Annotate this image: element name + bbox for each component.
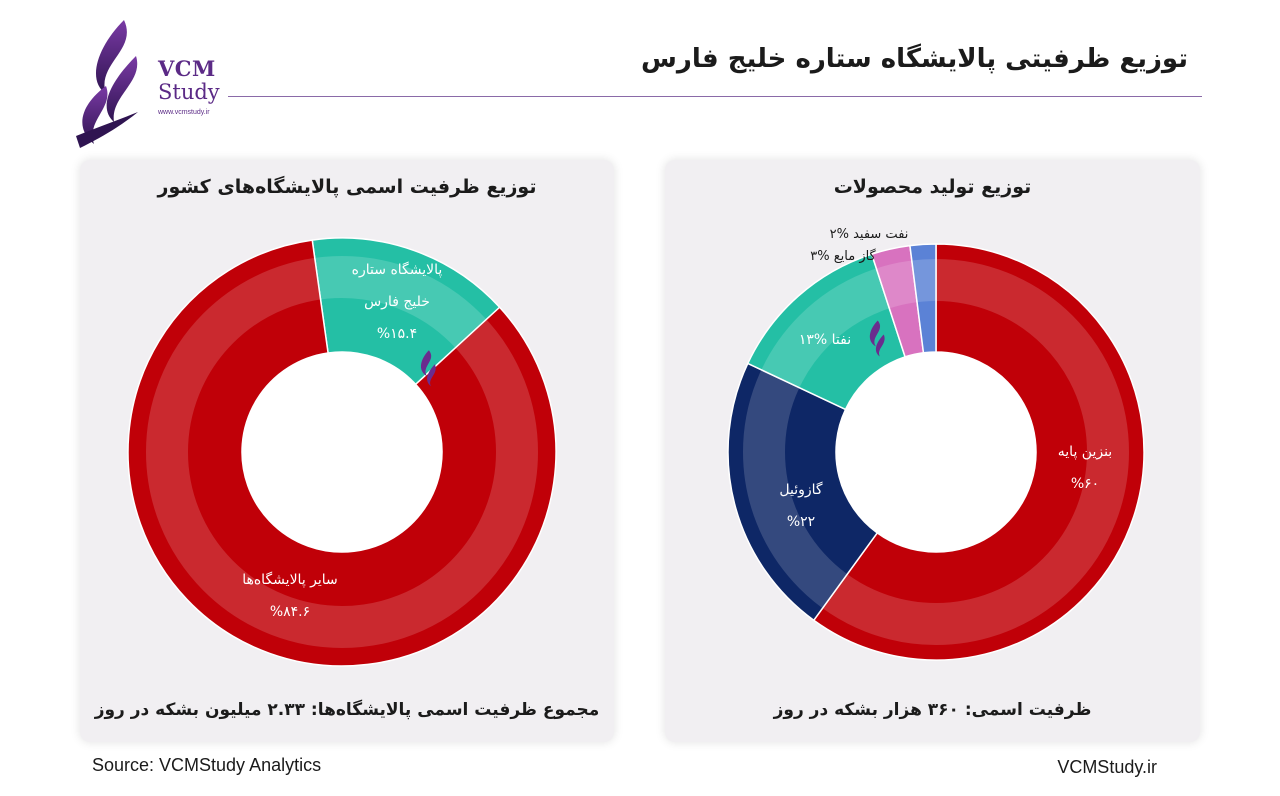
country-label-others: سایر پالایشگاه‌ها bbox=[242, 571, 338, 588]
source-text: Source: VCMStudy Analytics bbox=[92, 755, 322, 775]
country-capacity-footer: مجموع ظرفیت اسمی پالایشگاه‌ها: ۲.۳۳ میلی… bbox=[94, 700, 600, 720]
products-label-kerosene: نفت سفید %۲ bbox=[830, 227, 909, 242]
logo-name-second-line: Study bbox=[158, 80, 220, 104]
site-url: VCMStudy.ir bbox=[1057, 757, 1157, 777]
header-divider bbox=[228, 96, 1202, 97]
country-value-setareh: %۱۵.۴ bbox=[377, 326, 417, 342]
products-label-lpg: گاز مایع %۳ bbox=[810, 248, 876, 264]
products-label-naphtha: نفتا %۱۳ bbox=[799, 332, 851, 348]
country-label-setareh-line2: خلیج فارس bbox=[364, 294, 430, 310]
logo-url: www.vcmstudy.ir bbox=[158, 109, 210, 116]
country-label-setareh: پالایشگاه ستاره bbox=[352, 261, 443, 278]
flame-logo-icon bbox=[76, 20, 138, 148]
flame-watermark-icon bbox=[869, 320, 885, 357]
products-donut: بنزین پایه %۶۰ گازوئیل %۲۲ نفتا %۱۳ گاز مایع … bbox=[727, 227, 1145, 661]
products-title: توزیع تولید محصولات bbox=[833, 176, 1032, 198]
products-value-gasoline: %۶۰ bbox=[1071, 476, 1099, 492]
products-label-gasoline: بنزین پایه bbox=[1058, 444, 1112, 460]
products-hole bbox=[836, 352, 1036, 552]
products-label-gasoil: گازوئیل bbox=[779, 481, 823, 498]
products-inner-ring bbox=[743, 259, 1129, 645]
products-footer: ظرفیت اسمی: ۳۶۰ هزار بشکه در روز bbox=[773, 700, 1092, 720]
products-value-gasoil: %۲۲ bbox=[787, 514, 815, 530]
logo-name: VCM bbox=[158, 56, 216, 81]
country-inner-ring bbox=[146, 256, 538, 648]
products-panel: توزیع تولید محصولات بنزین پایه %۶۰ گازوئیل… bbox=[665, 160, 1200, 742]
country-capacity-title: توزیع ظرفیت اسمی پالایشگاه‌های کشور bbox=[157, 176, 537, 198]
page-title: توزیع ظرفیتی پالایشگاه ستاره خلیج فارس bbox=[641, 44, 1188, 74]
country-value-others: %۸۴.۶ bbox=[270, 604, 310, 620]
flame-watermark-icon bbox=[420, 350, 436, 387]
country-hole bbox=[242, 352, 442, 552]
country-capacity-panel: توزیع ظرفیت اسمی پالایشگاه‌های کشور پالا… bbox=[80, 160, 614, 742]
vcmstudy-logo: VCM Study www.vcmstudy.ir bbox=[66, 16, 236, 152]
country-capacity-donut: پالایشگاه ستاره خلیج فارس %۱۵.۴ سایر پالایش… bbox=[127, 237, 557, 667]
